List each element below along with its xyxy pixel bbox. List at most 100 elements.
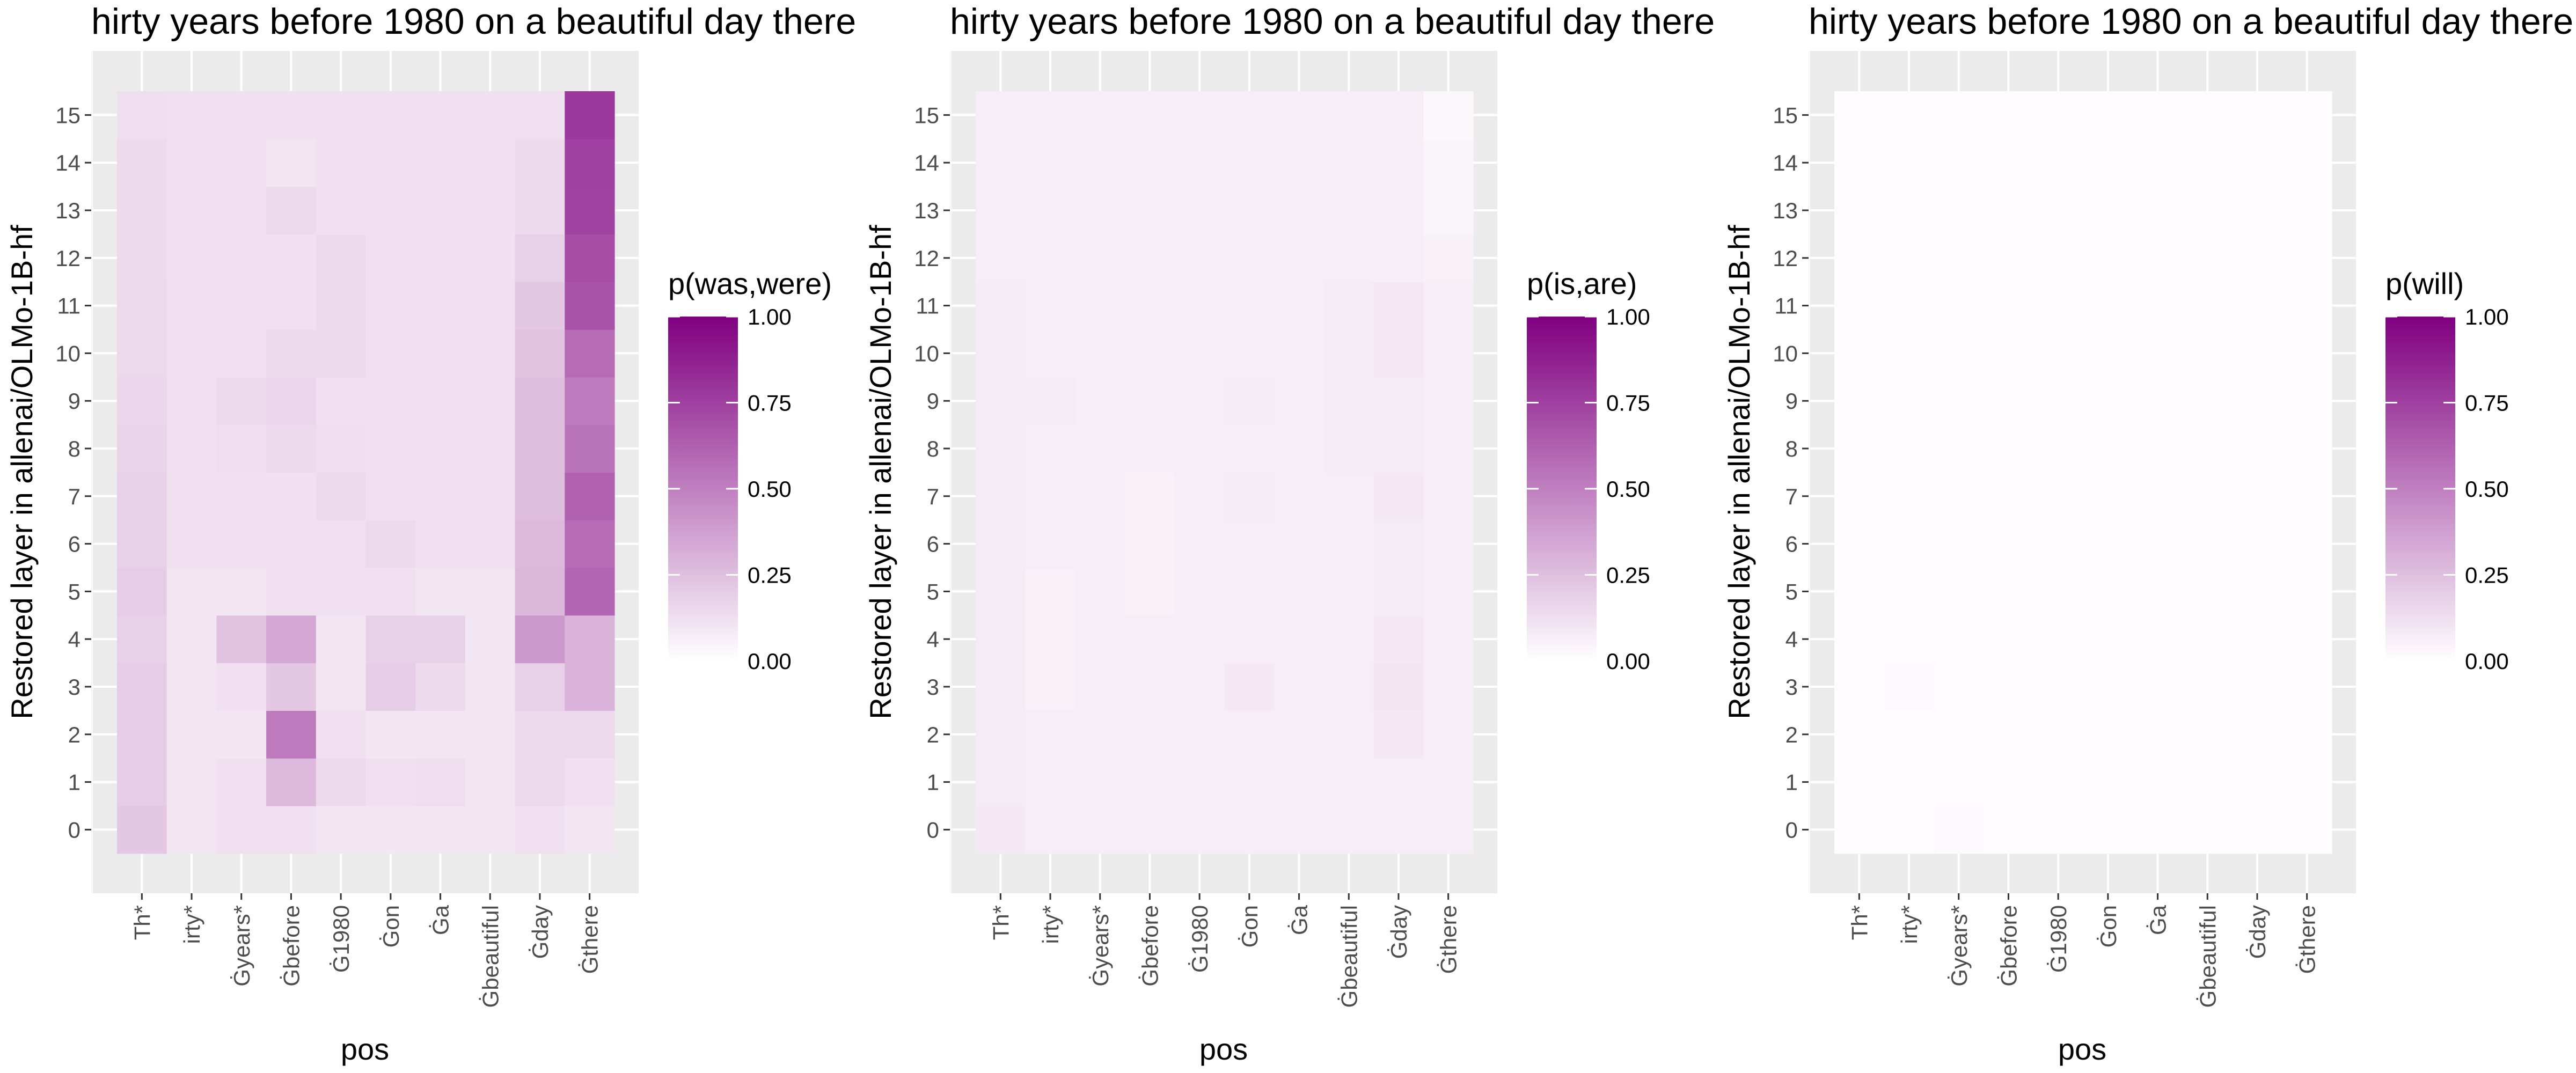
- heatmap-cell: [415, 91, 466, 139]
- heatmap-cell: [2133, 282, 2183, 330]
- heatmap-cell: [2083, 663, 2133, 711]
- heatmap-cell: [2282, 234, 2332, 282]
- heatmap-cell: [465, 282, 516, 330]
- heatmap-cell: [1125, 138, 1175, 187]
- heatmap-cell: [316, 615, 367, 664]
- heatmap-cell: [976, 186, 1026, 234]
- heatmap-cell: [2282, 520, 2332, 568]
- heatmap-cell: [1934, 282, 1984, 330]
- heatmap-cell: [316, 91, 367, 139]
- color-legend: p(will) 0.00 0.25 0.50 0.75 1.00: [2385, 267, 2509, 674]
- heatmap-cell: [1025, 234, 1075, 282]
- heatmap-cell: [2182, 758, 2233, 806]
- heatmap-cell: [1075, 91, 1125, 139]
- heatmap-cell: [117, 806, 167, 854]
- legend-title: p(will): [2385, 267, 2464, 300]
- heatmap-cell: [117, 91, 167, 139]
- heatmap-cell: [1274, 663, 1324, 711]
- heatmap-cell: [365, 806, 416, 854]
- heatmap-cell: [2282, 663, 2332, 711]
- heatmap-cell: [316, 234, 367, 282]
- heatmap-cell: [266, 329, 317, 378]
- heatmap-cell: [1984, 806, 2034, 854]
- heatmap-cell: [1934, 424, 1984, 473]
- heatmap-cell: [2033, 568, 2084, 616]
- heatmap-cell: [465, 568, 516, 616]
- x-tick-label: Ġon: [378, 905, 404, 947]
- heatmap-cell: [465, 329, 516, 378]
- legend-tick-label: 0.00: [2465, 649, 2509, 674]
- heatmap-cell: [1025, 472, 1075, 520]
- x-tick-label: Ġyears*: [1946, 905, 1972, 987]
- heatmap-cell: [2232, 329, 2282, 378]
- heatmap-cell: [1423, 424, 1474, 473]
- heatmap-cell: [1125, 91, 1175, 139]
- heatmap-cell: [2033, 424, 2084, 473]
- legend-tick-label: 0.75: [2465, 391, 2509, 416]
- heatmap-cell: [2282, 138, 2332, 187]
- y-tick-label: 9: [927, 388, 939, 414]
- heatmap-cell: [2033, 758, 2084, 806]
- y-tick-label: 13: [914, 198, 939, 223]
- heatmap-cell: [2133, 472, 2183, 520]
- heatmap-cell: [266, 234, 317, 282]
- heatmap-cell: [515, 329, 565, 378]
- heatmap-cell: [1125, 520, 1175, 568]
- heatmap-cell: [1423, 282, 1474, 330]
- heatmap-cell: [2282, 710, 2332, 759]
- heatmap-cell: [1984, 758, 2034, 806]
- heatmap-cell: [216, 282, 267, 330]
- heatmap-cell: [266, 806, 317, 854]
- y-tick-label: 6: [927, 532, 939, 557]
- y-tick-label: 7: [68, 484, 80, 509]
- heatmap-cell: [1884, 663, 1934, 711]
- heatmap-cell: [365, 282, 416, 330]
- heatmap-cell: [1984, 91, 2034, 139]
- heatmap-cell: [1423, 710, 1474, 759]
- heatmap-cell: [1323, 710, 1374, 759]
- y-tick-label: 13: [55, 198, 80, 223]
- x-tick-label: Ġday: [1386, 905, 1411, 959]
- heatmap-cell: [415, 663, 466, 711]
- heatmap-cell: [266, 138, 317, 187]
- heatmap-cell: [1174, 615, 1225, 664]
- heatmap-cell: [1274, 282, 1324, 330]
- heatmap-cell: [1834, 186, 1885, 234]
- heatmap-cell: [316, 472, 367, 520]
- heatmap-cell: [1125, 615, 1175, 664]
- heatmap-cell: [1274, 615, 1324, 664]
- heatmap-cell: [515, 377, 565, 425]
- heatmap-cell: [415, 710, 466, 759]
- heatmap-cell: [1075, 806, 1125, 854]
- heatmap-cell: [1373, 329, 1424, 378]
- heatmap-cell: [2182, 424, 2233, 473]
- heatmap-cell: [2182, 520, 2233, 568]
- heatmap-cell: [2182, 91, 2233, 139]
- heatmap-cell: [515, 472, 565, 520]
- heatmap-cell: [2182, 568, 2233, 616]
- heatmap-cell: [2282, 91, 2332, 139]
- heatmap-cell: [365, 377, 416, 425]
- y-tick-label: 3: [68, 674, 80, 700]
- heatmap-cell: [2282, 472, 2332, 520]
- heatmap-cell: [166, 472, 217, 520]
- heatmap-cell: [515, 710, 565, 759]
- heatmap-cell: [1373, 282, 1424, 330]
- heatmap-cell: [1884, 758, 1934, 806]
- heatmap-cell: [1373, 91, 1424, 139]
- x-tick-label: Ġbefore: [279, 905, 304, 987]
- heatmap-cell: [266, 282, 317, 330]
- heatmap-cell: [1025, 282, 1075, 330]
- y-tick-label: 8: [1785, 436, 1798, 461]
- heatmap-cell: [1984, 234, 2034, 282]
- heatmap-cell: [1075, 568, 1125, 616]
- heatmap-cell: [415, 472, 466, 520]
- heatmap-cell: [2232, 377, 2282, 425]
- heatmap-cell: [1323, 424, 1374, 473]
- heatmap-cell: [117, 472, 167, 520]
- heatmap-cell: [2182, 138, 2233, 187]
- y-tick-label: 1: [927, 770, 939, 795]
- heatmap-cell: [1025, 615, 1075, 664]
- heatmap-cell: [515, 520, 565, 568]
